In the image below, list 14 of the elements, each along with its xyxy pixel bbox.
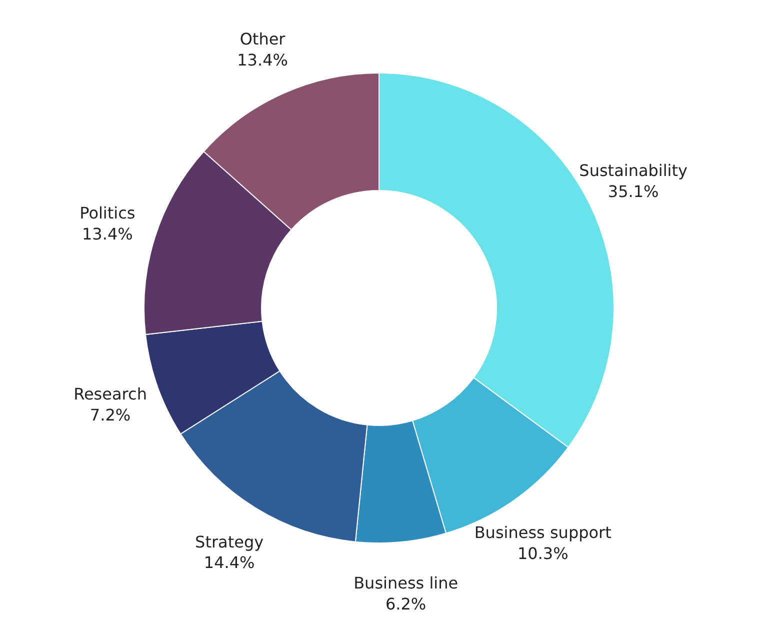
data-label: 7.2%: [90, 405, 131, 424]
data-label: 10.3%: [517, 544, 568, 563]
data-label: 35.1%: [608, 182, 659, 202]
slice-label: Strategy: [195, 532, 264, 552]
data-label: 6.2%: [385, 594, 426, 614]
data-label: 14.4%: [204, 553, 255, 572]
data-label: 13.4%: [82, 224, 133, 244]
data-label: 13.4%: [237, 50, 288, 70]
slice-label: Business support: [474, 522, 612, 542]
slice-label: Other: [240, 30, 286, 49]
slice-label: Politics: [80, 203, 136, 222]
slice-label: Business line: [354, 574, 458, 593]
slice-label: Research: [74, 384, 147, 404]
slice-label: Sustainability: [579, 161, 688, 180]
